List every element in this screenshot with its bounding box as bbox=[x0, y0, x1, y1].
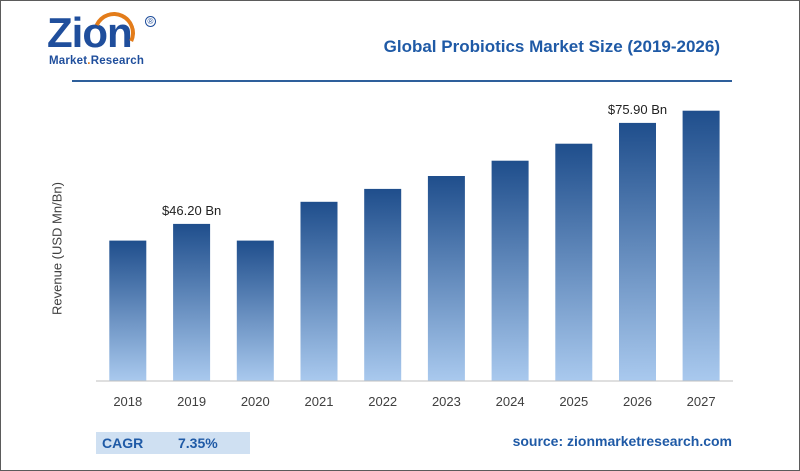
title-divider bbox=[72, 80, 732, 82]
bar-2020 bbox=[236, 240, 274, 381]
bar-2026 bbox=[619, 122, 656, 382]
x-tick-2020: 2020 bbox=[241, 394, 270, 409]
logo-subtitle: Market.Research bbox=[49, 55, 144, 67]
bar-2022 bbox=[364, 188, 402, 381]
x-tick-2027: 2027 bbox=[687, 394, 716, 409]
x-tick-2024: 2024 bbox=[496, 394, 525, 409]
chart-title: Global Probiotics Market Size (2019-2026… bbox=[383, 37, 720, 56]
cagr-value: 7.35% bbox=[178, 435, 218, 451]
bar-2023 bbox=[427, 176, 465, 381]
source-text: source: zionmarketresearch.com bbox=[512, 433, 732, 449]
bar-2027 bbox=[682, 110, 720, 381]
zion-logo: Zion ® Market.Research bbox=[45, 6, 156, 72]
bar-2018 bbox=[109, 240, 147, 381]
bar-2025 bbox=[555, 143, 593, 381]
bar-2021 bbox=[300, 201, 338, 381]
x-tick-2026: 2026 bbox=[623, 394, 652, 409]
x-tick-2025: 2025 bbox=[559, 394, 588, 409]
bar-2019 bbox=[173, 223, 211, 381]
logo-sub-prefix: Market bbox=[49, 55, 88, 67]
bar-2024 bbox=[491, 160, 529, 381]
x-tick-2023: 2023 bbox=[432, 394, 461, 409]
x-tick-2022: 2022 bbox=[368, 394, 397, 409]
logo-sub-dot: . bbox=[87, 55, 91, 67]
cagr-box: CAGR 7.35% bbox=[96, 432, 250, 454]
registered-mark: ® bbox=[145, 16, 156, 27]
x-tick-2018: 2018 bbox=[113, 394, 142, 409]
data-label-2019: $46.20 Bn bbox=[162, 203, 221, 218]
logo-sub-suffix: Research bbox=[90, 55, 145, 67]
x-tick-2021: 2021 bbox=[305, 394, 334, 409]
cagr-label: CAGR bbox=[102, 435, 144, 451]
data-label-2026: $75.90 Bn bbox=[608, 102, 667, 117]
x-tick-2019: 2019 bbox=[177, 394, 206, 409]
logo-brand-text: Zion bbox=[47, 9, 133, 56]
